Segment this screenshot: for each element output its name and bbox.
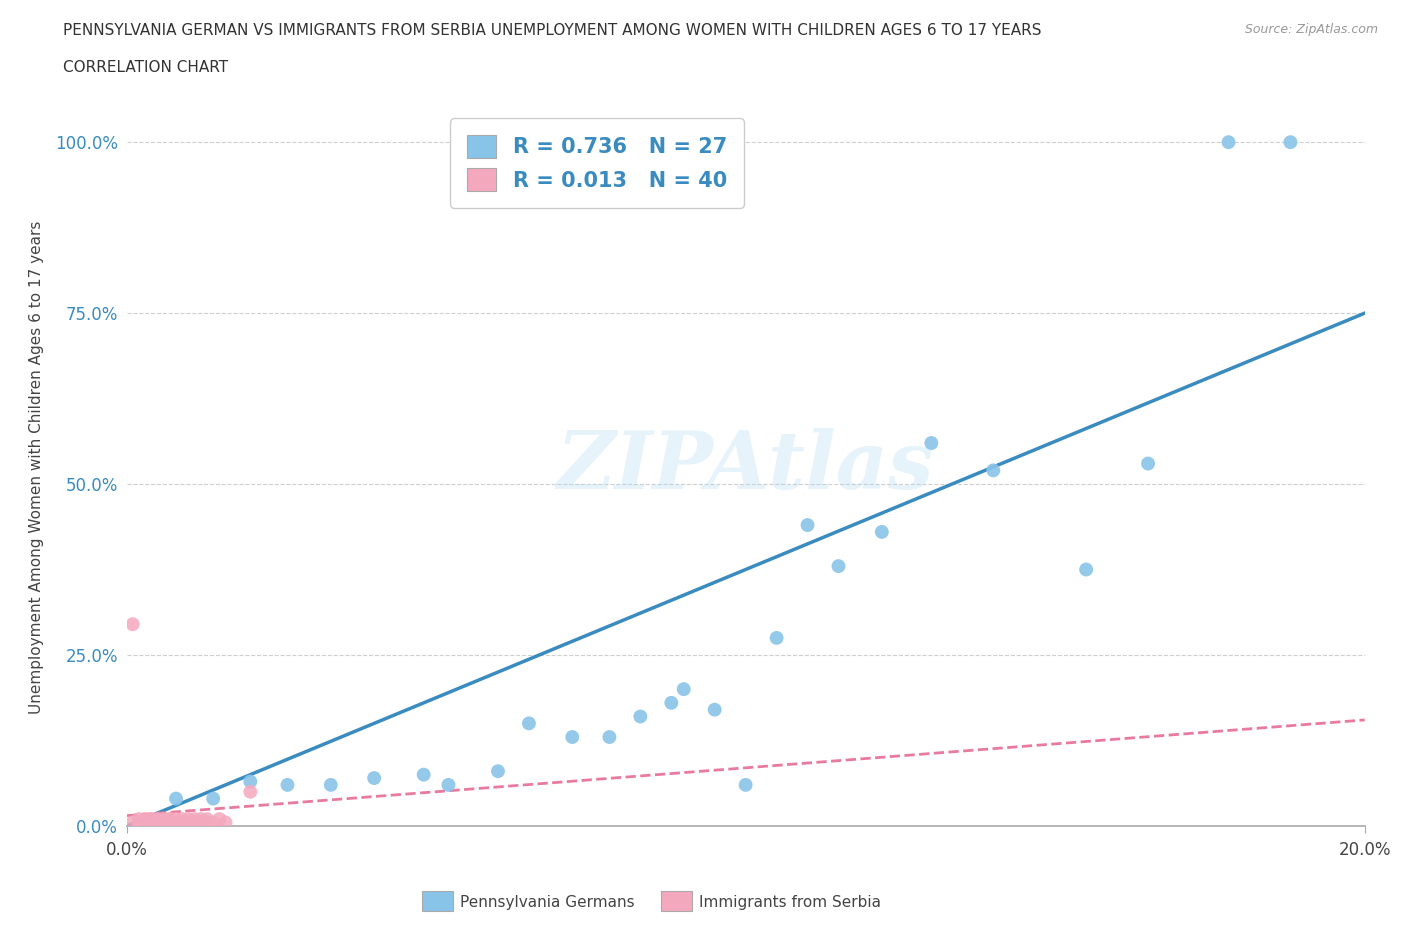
Point	[703, 702, 725, 717]
Text: Immigrants from Serbia: Immigrants from Serbia	[699, 895, 880, 910]
Point	[437, 777, 460, 792]
Point	[1279, 135, 1302, 150]
Point	[141, 812, 163, 827]
Point	[165, 815, 187, 830]
Point	[190, 812, 212, 827]
Point	[870, 525, 893, 539]
Point	[177, 815, 200, 830]
Point	[412, 767, 434, 782]
Point	[276, 777, 298, 792]
Point	[183, 812, 205, 827]
Point	[561, 730, 583, 745]
Point	[128, 815, 150, 830]
Point	[165, 815, 187, 830]
Point	[195, 815, 218, 830]
Point	[152, 815, 174, 830]
Point	[517, 716, 540, 731]
Point	[183, 815, 205, 830]
Point	[1137, 456, 1160, 471]
Point	[128, 812, 150, 827]
Text: ZIPAtlas: ZIPAtlas	[557, 428, 935, 506]
Point	[172, 812, 194, 827]
Point	[152, 815, 174, 830]
Point	[486, 764, 509, 778]
Point	[765, 631, 787, 645]
Point	[134, 812, 156, 827]
Point	[920, 435, 942, 450]
Point	[190, 815, 212, 830]
Text: Pennsylvania Germans: Pennsylvania Germans	[460, 895, 634, 910]
Point	[319, 777, 342, 792]
Point	[141, 815, 163, 830]
Point	[146, 815, 169, 830]
Point	[177, 812, 200, 827]
Point	[165, 812, 187, 827]
Point	[159, 815, 181, 830]
Point	[981, 463, 1004, 478]
Point	[796, 518, 818, 533]
Point	[159, 812, 181, 827]
Point	[146, 815, 169, 830]
Point	[128, 815, 150, 830]
Point	[598, 730, 620, 745]
Point	[208, 812, 231, 827]
Point	[659, 696, 682, 711]
Point	[202, 791, 225, 806]
Point	[146, 812, 169, 827]
Point	[141, 812, 163, 827]
Point	[172, 815, 194, 830]
Point	[202, 815, 225, 830]
Point	[141, 815, 163, 830]
Point	[134, 815, 156, 830]
Point	[159, 815, 181, 830]
Point	[1076, 562, 1098, 577]
Point	[121, 617, 143, 631]
Text: CORRELATION CHART: CORRELATION CHART	[63, 60, 228, 75]
Point	[134, 815, 156, 830]
Point	[628, 709, 651, 724]
Point	[121, 815, 143, 830]
Point	[672, 682, 695, 697]
Point	[152, 812, 174, 827]
Point	[239, 784, 262, 799]
Text: PENNSYLVANIA GERMAN VS IMMIGRANTS FROM SERBIA UNEMPLOYMENT AMONG WOMEN WITH CHIL: PENNSYLVANIA GERMAN VS IMMIGRANTS FROM S…	[63, 23, 1042, 38]
Point	[165, 791, 187, 806]
Point	[146, 815, 169, 830]
Point	[159, 812, 181, 827]
Legend: R = 0.736   N = 27, R = 0.013   N = 40: R = 0.736 N = 27, R = 0.013 N = 40	[450, 118, 744, 207]
Point	[734, 777, 756, 792]
Point	[214, 815, 236, 830]
Text: Source: ZipAtlas.com: Source: ZipAtlas.com	[1244, 23, 1378, 36]
Point	[363, 771, 385, 786]
Point	[827, 559, 849, 574]
Point	[195, 812, 218, 827]
Point	[239, 774, 262, 789]
Y-axis label: Unemployment Among Women with Children Ages 6 to 17 years: Unemployment Among Women with Children A…	[30, 220, 44, 713]
Point	[1218, 135, 1240, 150]
